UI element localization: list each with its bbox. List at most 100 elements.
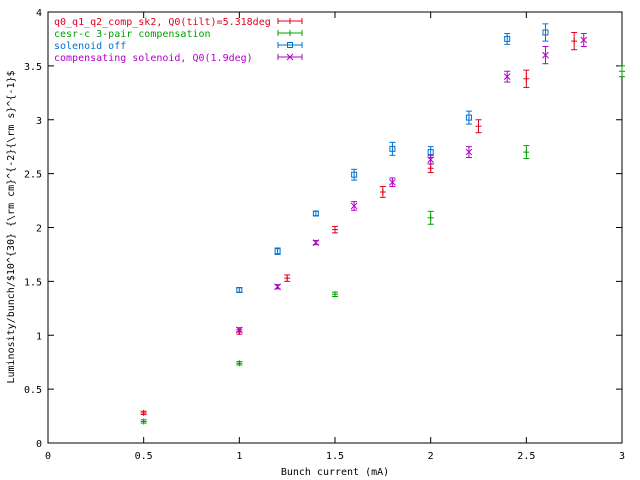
legend-marker [286,53,294,61]
legend: q0_q1_q2_comp_sk2, Q0(tilt)=5.318degcesr… [54,17,303,64]
point-marker [503,73,511,81]
data-point [140,409,147,416]
data-point [274,283,281,291]
legend-marker [287,30,293,36]
point-marker [236,360,243,367]
x-tick-label: 1 [236,451,242,462]
point-marker [284,275,291,282]
point-marker [274,248,281,255]
x-axis: 0 0.5 1 1.5 2 2.5 3 [45,12,625,462]
y-tick-label: 1 [36,331,42,342]
point-marker [580,36,588,44]
data-point [350,201,358,211]
point-marker [350,202,358,210]
data-point [140,418,147,425]
series-3 [235,33,588,334]
legend-marker [287,18,293,24]
data-point [389,177,396,188]
data-point [236,286,243,293]
legend-marker [287,42,293,48]
data-point [332,225,338,234]
y-tick-label: 2.5 [24,170,42,181]
point-marker [504,35,511,42]
point-marker [332,291,338,298]
x-tick-label: 2 [428,451,434,462]
point-marker [427,156,435,163]
data-point [503,70,511,83]
x-tick-label: 0.5 [135,451,153,462]
x-axis-label: Bunch current (mA) [281,467,389,478]
point-marker [332,226,338,233]
data-point [427,210,434,225]
y-axis-label: Luminosity/bunch/$10^{30} {\rm cm}^{-2}{… [6,70,17,383]
series-0 [140,31,578,416]
legend-label: compensating solenoid, Q0(1.9deg) [54,53,253,64]
data-point [235,326,243,334]
point-marker [523,75,530,82]
data-point [504,33,511,45]
point-marker [465,114,472,121]
data-point [427,154,435,165]
point-marker [542,51,549,59]
data-point [274,247,281,255]
point-marker [236,286,243,293]
point-marker [571,38,578,45]
data-point [523,145,530,160]
y-tick-label: 1.5 [24,277,42,288]
data-point [284,274,291,282]
data-point [236,360,243,367]
data-point [312,210,319,217]
y-tick-label: 0 [36,439,42,450]
point-marker [274,283,281,291]
point-marker [140,418,147,425]
x-tick-label: 1.5 [326,451,344,462]
data-point [475,119,482,134]
legend-label: cesr-c 3-pair compensation [54,29,211,40]
data-point [427,163,434,174]
data-point [379,186,386,198]
point-marker [389,145,396,152]
point-marker [379,188,386,195]
data-point [465,110,472,125]
point-marker [523,149,530,156]
point-marker [475,123,482,130]
point-marker [619,68,625,75]
data-point [312,239,320,246]
data-point [389,141,396,156]
point-marker [312,239,320,246]
data-series [140,23,625,425]
point-marker [312,210,319,217]
legend-label: solenoid off [54,41,126,52]
x-tick-label: 2.5 [517,451,535,462]
data-point [523,69,530,88]
x-tick-label: 3 [619,451,625,462]
point-marker [427,165,434,172]
x-tick-label: 0 [45,451,51,462]
point-marker [235,326,243,334]
y-axis: 0 0.5 1 1.5 2 2.5 3 3.5 4 [24,8,622,450]
data-point [351,168,358,181]
series-1 [140,65,625,425]
data-point [580,33,588,47]
point-marker [542,29,549,36]
point-marker [427,214,434,221]
point-marker [351,171,358,178]
point-marker [389,178,396,186]
data-point [465,146,473,158]
point-marker [465,148,473,156]
data-point [571,31,578,51]
series-2 [236,23,549,293]
data-point [542,23,549,42]
y-tick-label: 3.5 [24,62,42,73]
data-point [542,45,549,65]
data-point [332,291,338,298]
legend-label: q0_q1_q2_comp_sk2, Q0(tilt)=5.318deg [54,17,271,28]
y-tick-label: 2 [36,224,42,235]
y-tick-label: 4 [36,8,42,19]
data-point [619,65,625,78]
point-marker [427,149,434,156]
point-marker [140,409,147,416]
y-tick-label: 3 [36,116,42,127]
y-tick-label: 0.5 [24,385,42,396]
